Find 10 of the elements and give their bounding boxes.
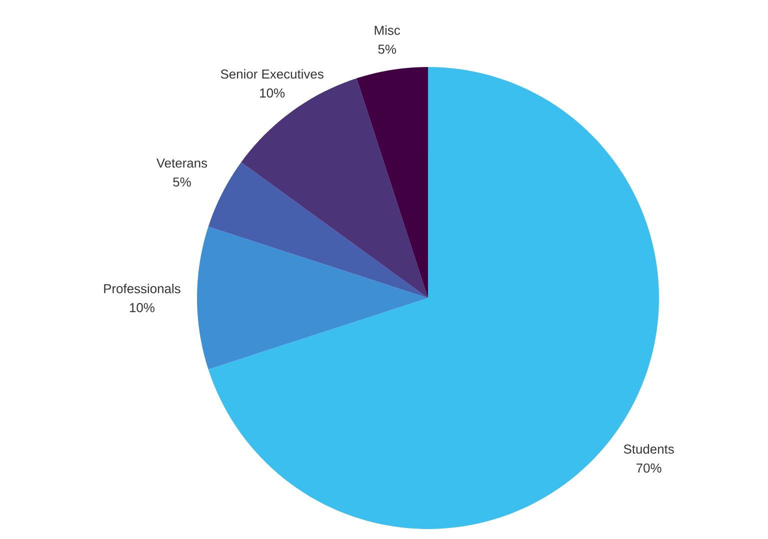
data-label: 5%	[378, 44, 396, 54]
data-label: 70%	[636, 463, 662, 473]
slice-label: Misc	[374, 25, 400, 35]
data-label: 10%	[130, 303, 154, 312]
slice-label: Senior Executives	[220, 69, 324, 79]
data-label: 5%	[173, 177, 191, 187]
slice-label: Professionals	[104, 284, 180, 294]
data-label: 10%	[260, 88, 285, 98]
slice-label: Veterans	[156, 158, 208, 168]
slice-label: Students	[624, 444, 674, 454]
